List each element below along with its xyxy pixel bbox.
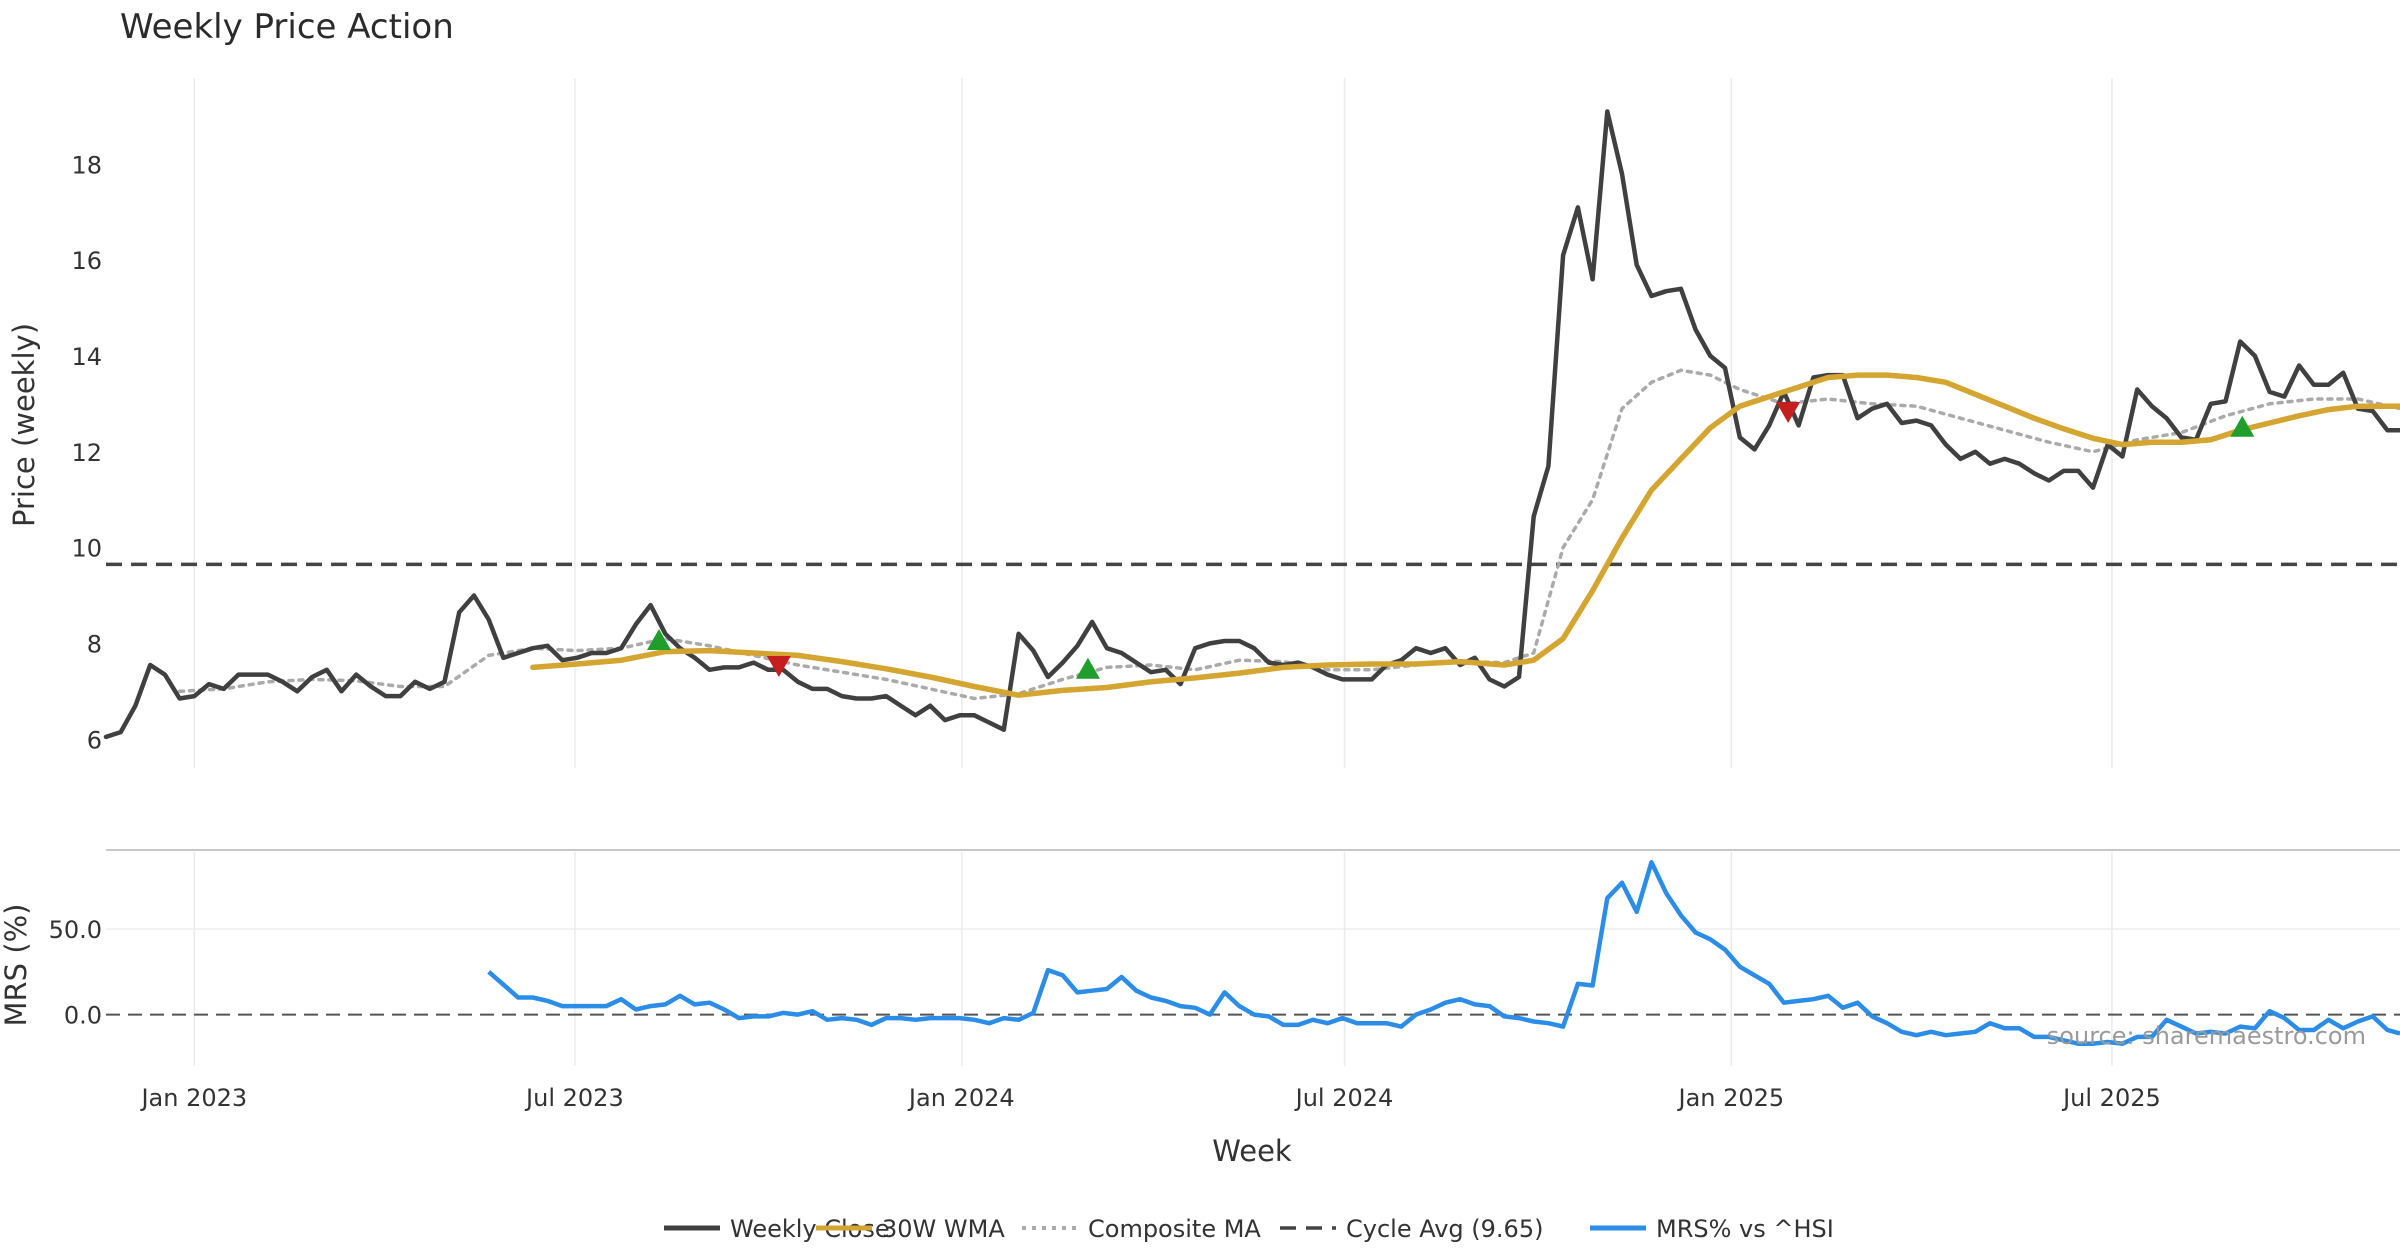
x-tick-label: Jan 2023 <box>139 1084 247 1112</box>
legend-label: Cycle Avg (9.65) <box>1346 1215 1543 1243</box>
mrs-tick-label: 0.0 <box>64 1002 102 1030</box>
buy-signal-marker <box>646 629 671 651</box>
x-tick-label: Jul 2025 <box>2061 1084 2161 1112</box>
buy-signal-marker <box>2230 415 2255 437</box>
price-tick-label: 10 <box>71 535 102 563</box>
price-tick-label: 18 <box>71 151 102 179</box>
price-axis-label: Price (weekly) <box>7 323 41 527</box>
legend-label: Composite MA <box>1088 1215 1261 1243</box>
price-tick-label: 8 <box>87 630 102 658</box>
price-tick-label: 14 <box>71 343 102 371</box>
mrs-tick-label: 50.0 <box>49 916 102 944</box>
wma-30w-line <box>530 372 2400 698</box>
price-tick-label: 6 <box>87 726 102 754</box>
x-axis-label: Week <box>1212 1134 1292 1168</box>
x-tick-label: Jul 2024 <box>1294 1084 1394 1112</box>
weekly-close-line <box>103 109 2400 740</box>
signal-markers <box>646 402 2255 679</box>
x-tick-label: Jan 2025 <box>1677 1084 1785 1112</box>
tick-labels: Jan 2023 Jul 2023 Jan 2024 Jul 2024 Jan 2025… <box>49 151 2161 1112</box>
x-tick-label: Jul 2023 <box>524 1084 624 1112</box>
series-layer <box>103 109 2400 1046</box>
source-note: source: sharemaestro.com <box>2047 1022 2366 1050</box>
legend-label: MRS% vs ^HSI <box>1656 1215 1834 1243</box>
price-tick-label: 12 <box>71 439 102 467</box>
sell-signal-marker <box>766 655 791 677</box>
grid-layer <box>106 78 2400 1066</box>
sell-signal-marker <box>1776 402 1801 424</box>
composite-ma-line <box>177 368 2400 701</box>
x-tick-label: Jan 2024 <box>907 1084 1015 1112</box>
reference-lines <box>106 562 2400 1016</box>
mrs-axis-label: MRS (%) <box>0 904 33 1027</box>
price-tick-label: 16 <box>71 247 102 275</box>
chart-title: Weekly Price Action <box>120 7 454 47</box>
legend-label: 30W WMA <box>882 1215 1005 1243</box>
buy-signal-marker <box>1075 657 1100 679</box>
mrs-line <box>487 860 2400 1046</box>
